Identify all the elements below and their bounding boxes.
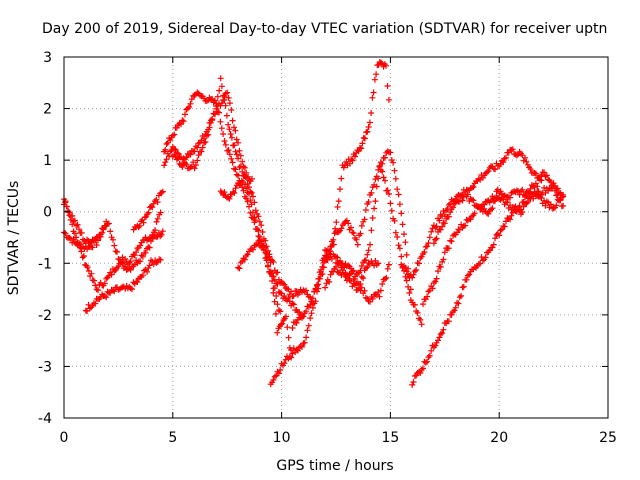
series-markers xyxy=(82,256,164,314)
series-markers xyxy=(322,257,392,305)
series-track-n xyxy=(322,257,392,305)
series-track-e xyxy=(130,188,166,233)
data-points xyxy=(61,59,567,388)
x-tick-label: 20 xyxy=(490,430,508,446)
series-markers xyxy=(235,238,316,307)
x-tick-label: 25 xyxy=(599,430,617,446)
y-tick-label: -3 xyxy=(38,359,52,375)
y-tick-label: -1 xyxy=(38,256,52,272)
series-track-s xyxy=(430,169,567,247)
y-tick-label: 1 xyxy=(43,153,52,169)
y-axis-label: SDTVAR / TECUs xyxy=(6,181,22,296)
series-markers xyxy=(130,188,166,233)
y-tick-label: 3 xyxy=(43,50,52,66)
series-track-p xyxy=(409,182,567,388)
y-tick-label: 2 xyxy=(43,102,52,118)
x-tick-label: 5 xyxy=(168,430,177,446)
y-tick-label: -2 xyxy=(38,308,52,324)
series-markers xyxy=(409,182,567,388)
axis-ticks: 0 5 10 15 20 25 -4 -3 -2 -1 0 1 2 3 xyxy=(38,50,617,446)
series-track-j xyxy=(235,238,316,307)
series-track-i xyxy=(217,173,255,202)
x-tick-label: 10 xyxy=(273,430,291,446)
series-markers xyxy=(217,173,255,202)
chart-title: Day 200 of 2019, Sidereal Day-to-day VTE… xyxy=(42,21,607,37)
series-markers xyxy=(398,146,545,281)
plot-frame xyxy=(63,56,609,419)
series-track-o xyxy=(333,257,382,293)
x-axis-label: GPS time / hours xyxy=(276,458,393,474)
series-markers xyxy=(311,59,392,295)
series-track-r xyxy=(398,146,545,281)
series-track-m xyxy=(311,59,392,295)
x-tick-label: 0 xyxy=(60,430,69,446)
y-tick-label: 0 xyxy=(43,205,52,221)
series-track-c xyxy=(82,256,164,314)
series-track-h xyxy=(169,89,295,361)
x-tick-label: 15 xyxy=(381,430,399,446)
y-tick-label: -4 xyxy=(38,411,52,427)
series-markers xyxy=(169,89,295,361)
series-markers xyxy=(333,257,382,293)
series-markers xyxy=(430,169,567,247)
